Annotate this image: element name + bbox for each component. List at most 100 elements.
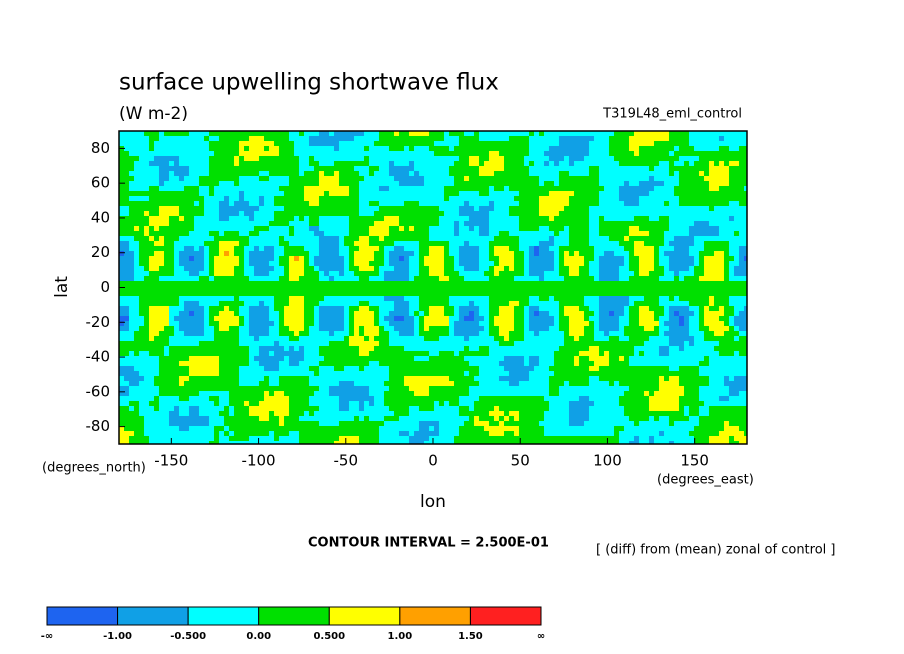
- field-cell: [524, 271, 529, 276]
- field-cell: [144, 296, 149, 301]
- field-cell: [554, 156, 559, 161]
- field-cell: [674, 151, 679, 156]
- field-cell: [449, 316, 454, 321]
- field-cell: [239, 261, 244, 266]
- field-cell: [394, 131, 399, 136]
- field-cell: [414, 261, 419, 266]
- field-cell: [639, 286, 644, 291]
- field-cell: [454, 276, 459, 281]
- field-cell: [339, 321, 344, 326]
- field-cell: [224, 176, 229, 181]
- field-cell: [484, 306, 489, 311]
- field-cell: [354, 171, 359, 176]
- field-cell: [234, 251, 239, 256]
- field-cell: [474, 196, 479, 201]
- field-cell: [234, 291, 239, 296]
- field-cell: [594, 321, 599, 326]
- field-cell: [609, 226, 614, 231]
- field-cell: [249, 281, 254, 286]
- field-cell: [524, 131, 529, 136]
- field-cell: [549, 316, 554, 321]
- field-cell: [454, 216, 459, 221]
- field-cell: [264, 321, 269, 326]
- field-cell: [204, 241, 209, 246]
- field-cell: [744, 141, 747, 146]
- field-cell: [729, 136, 734, 141]
- field-cell: [484, 236, 489, 241]
- field-cell: [279, 196, 284, 201]
- field-cell: [154, 236, 159, 241]
- field-cell: [119, 301, 124, 306]
- field-cell: [639, 306, 644, 311]
- field-cell: [699, 311, 704, 316]
- field-cell: [159, 211, 164, 216]
- field-cell: [254, 241, 259, 246]
- field-cell: [159, 246, 164, 251]
- field-cell: [644, 321, 649, 326]
- field-cell: [654, 236, 659, 241]
- field-cell: [679, 161, 684, 166]
- field-cell: [304, 286, 309, 291]
- field-cell: [324, 226, 329, 231]
- field-cell: [644, 301, 649, 306]
- field-cell: [149, 231, 154, 236]
- field-cell: [704, 286, 709, 291]
- field-cell: [199, 146, 204, 151]
- field-cell: [124, 171, 129, 176]
- field-cell: [504, 256, 509, 261]
- field-cell: [619, 136, 624, 141]
- field-cell: [739, 241, 744, 246]
- field-cell: [709, 266, 714, 271]
- field-cell: [704, 221, 709, 226]
- field-cell: [259, 296, 264, 301]
- field-cell: [314, 141, 319, 146]
- field-cell: [699, 246, 704, 251]
- field-cell: [644, 261, 649, 266]
- field-cell: [269, 311, 274, 316]
- field-cell: [514, 296, 519, 301]
- field-cell: [269, 196, 274, 201]
- field-cell: [159, 146, 164, 151]
- field-cell: [639, 291, 644, 296]
- field-cell: [134, 176, 139, 181]
- field-cell: [129, 176, 134, 181]
- field-cell: [529, 241, 534, 246]
- field-cell: [369, 156, 374, 161]
- field-cell: [499, 291, 504, 296]
- field-cell: [479, 286, 484, 291]
- field-cell: [439, 301, 444, 306]
- field-cell: [259, 191, 264, 196]
- field-cell: [344, 221, 349, 226]
- field-cell: [459, 141, 464, 146]
- field-cell: [219, 281, 224, 286]
- field-cell: [679, 311, 684, 316]
- field-cell: [279, 141, 284, 146]
- field-cell: [699, 131, 704, 136]
- field-cell: [289, 196, 294, 201]
- field-cell: [439, 311, 444, 316]
- field-cell: [554, 236, 559, 241]
- field-cell: [499, 141, 504, 146]
- field-cell: [714, 281, 719, 286]
- field-cell: [289, 206, 294, 211]
- field-cell: [614, 171, 619, 176]
- field-cell: [449, 171, 454, 176]
- field-cell: [389, 231, 394, 236]
- field-cell: [164, 136, 169, 141]
- field-cell: [384, 281, 389, 286]
- field-cell: [469, 301, 474, 306]
- field-cell: [484, 326, 489, 331]
- field-cell: [534, 151, 539, 156]
- field-cell: [399, 151, 404, 156]
- field-cell: [469, 146, 474, 151]
- field-cell: [284, 191, 289, 196]
- field-cell: [549, 171, 554, 176]
- field-cell: [384, 271, 389, 276]
- field-cell: [744, 226, 747, 231]
- field-cell: [474, 286, 479, 291]
- field-cell: [689, 271, 694, 276]
- field-cell: [414, 236, 419, 241]
- field-cell: [524, 181, 529, 186]
- field-cell: [294, 186, 299, 191]
- field-cell: [514, 246, 519, 251]
